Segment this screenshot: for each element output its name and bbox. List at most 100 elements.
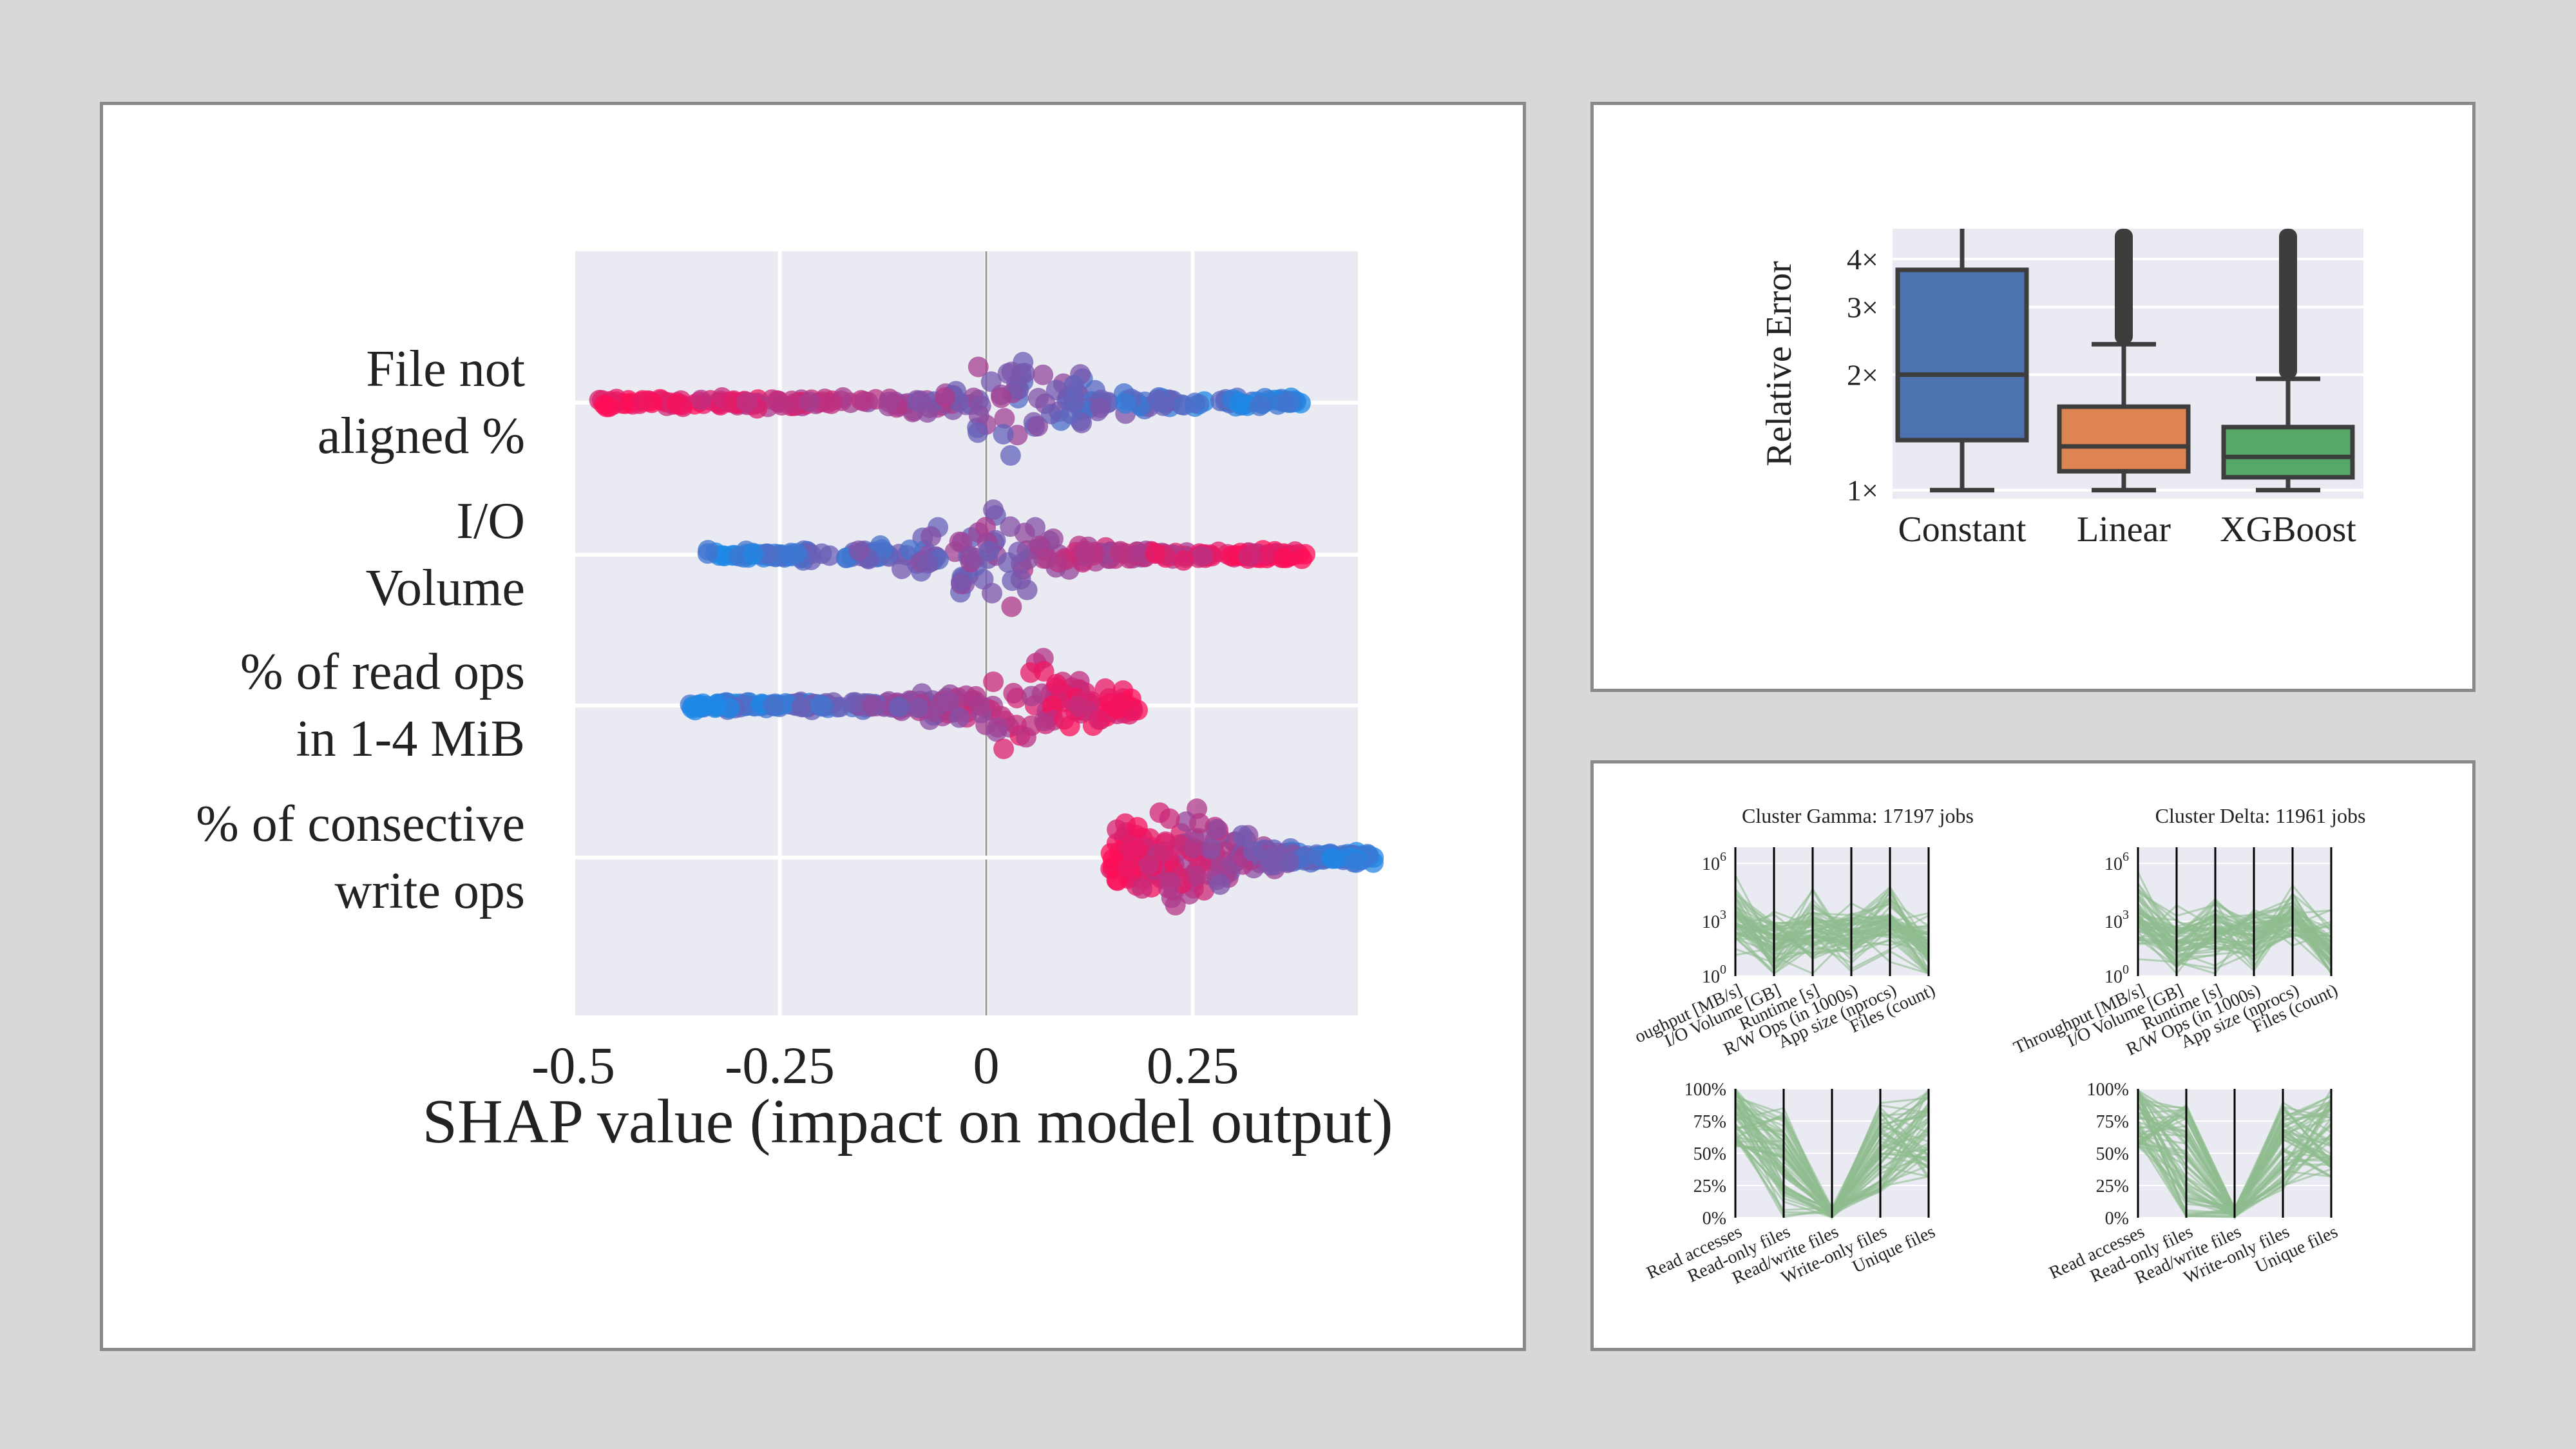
x-tick-label: 0.25 <box>1147 1036 1239 1095</box>
shap-point <box>908 697 929 718</box>
shap-point <box>631 391 652 412</box>
job-line <box>1735 926 1929 955</box>
shap-point <box>969 695 990 716</box>
shap-point <box>1060 403 1082 425</box>
shap-point <box>1001 596 1022 617</box>
y-tick-label: 100% <box>1684 1080 1726 1100</box>
box-xgboost <box>2221 229 2355 493</box>
shap-point <box>1153 841 1174 862</box>
y-tick-label: 25% <box>2096 1176 2129 1196</box>
job-line <box>2137 914 2333 974</box>
shap-point <box>1029 535 1050 557</box>
feature-label: I/O <box>456 493 525 550</box>
job-line <box>1735 913 1929 940</box>
shap-point <box>1346 852 1367 873</box>
shap-point <box>1190 546 1212 567</box>
shap-point <box>991 387 1012 408</box>
shap-point <box>799 391 820 412</box>
shap-point <box>1273 547 1294 568</box>
shap-point <box>1159 872 1181 893</box>
feature-row-4 <box>1100 798 1384 916</box>
shap-point <box>1046 673 1067 695</box>
shap-point <box>1292 548 1313 570</box>
y-axis-label: Relative Error <box>1759 261 1799 466</box>
y-tick-label: 100% <box>2087 1080 2129 1100</box>
shap-point <box>1109 693 1130 714</box>
relative-error-boxplot: 1× 2× 3× 4× Relative Error Constant Linear XGBo… <box>1759 229 2363 550</box>
box-linear <box>2057 229 2191 493</box>
shap-point <box>697 543 718 564</box>
shap-point <box>669 394 691 415</box>
shap-point <box>878 391 899 412</box>
shap-point <box>791 696 812 718</box>
shap-point <box>982 582 1003 604</box>
y-tick-label: 2× <box>1847 358 1878 391</box>
shap-point <box>1238 546 1259 567</box>
shap-point <box>1159 808 1180 829</box>
cluster-title: Cluster Gamma: 17197 jobs <box>1742 804 1974 827</box>
cluster-845: Cluster Delta: 11961 jobs106103100Throug… <box>2010 804 2365 1289</box>
shap-point <box>1115 393 1136 414</box>
shap-point <box>593 394 615 416</box>
job-line <box>2137 897 2333 955</box>
x-tick-label: -0.25 <box>725 1036 835 1095</box>
shap-point <box>960 546 981 567</box>
shap-point <box>910 390 931 411</box>
exponent: 6 <box>1720 850 1726 864</box>
shap-summary-panel: -0.5 -0.25 0 0.25 SHAP value (impact on mode… <box>100 102 1526 1351</box>
outlier-stack <box>2279 229 2297 379</box>
shap-point <box>1127 816 1148 838</box>
feature-label: File not <box>366 341 525 398</box>
shap-point <box>1015 727 1036 748</box>
shap-point <box>691 696 712 717</box>
cluster-title: Cluster Delta: 11961 jobs <box>2155 804 2366 827</box>
feature-label: write ops <box>334 863 525 919</box>
shap-point <box>1145 543 1166 564</box>
shap-point <box>983 671 1004 693</box>
shap-point <box>821 393 842 414</box>
shap-point <box>949 531 970 552</box>
top-lines <box>1734 875 1930 975</box>
shap-point <box>1027 387 1049 408</box>
shap-point <box>950 571 971 593</box>
feature-label: in 1-4 MiB <box>296 711 525 767</box>
shap-point <box>1033 364 1054 385</box>
feature-label: % of read ops <box>240 644 525 700</box>
shap-point <box>1000 445 1021 466</box>
feature-label: aligned % <box>318 408 525 465</box>
shap-point <box>1067 696 1088 717</box>
y-tick-label: 100 <box>2104 963 2129 987</box>
shap-point <box>719 698 740 719</box>
shap-point <box>1109 542 1131 563</box>
shap-point <box>1278 851 1299 872</box>
shap-point <box>848 540 870 561</box>
y-tick-label: 100 <box>1702 963 1726 987</box>
shap-point <box>810 695 831 716</box>
shap-point <box>1173 550 1194 571</box>
shap-point <box>1040 403 1062 425</box>
shap-point <box>1000 516 1021 537</box>
shap-point <box>1008 378 1029 399</box>
shap-point <box>1003 682 1024 704</box>
y-tick-label: 1× <box>1847 474 1878 507</box>
shap-point <box>1147 389 1169 410</box>
shap-point <box>1045 379 1067 401</box>
x-tick-label: XGBoost <box>2220 510 2356 550</box>
y-tick-label: 75% <box>1693 1112 1726 1132</box>
cluster-parallel-coordinates: Cluster Gamma: 17197 jobs106103100oughpu… <box>1632 804 2365 1289</box>
shap-point <box>1183 838 1204 859</box>
shap-point <box>978 541 1000 562</box>
y-tick-label: 106 <box>2104 850 2129 874</box>
shap-point <box>1206 818 1227 840</box>
y-tick-label: 50% <box>1693 1144 1726 1164</box>
shap-point <box>1053 709 1074 730</box>
shap-point <box>1200 838 1221 859</box>
shap-point <box>742 543 763 564</box>
y-tick-label: 3× <box>1847 291 1878 324</box>
shap-point <box>938 691 959 712</box>
exponent: 3 <box>2123 908 2129 922</box>
job-line <box>1735 911 1930 974</box>
shap-point <box>1249 395 1270 416</box>
box-constant <box>1895 229 2029 493</box>
